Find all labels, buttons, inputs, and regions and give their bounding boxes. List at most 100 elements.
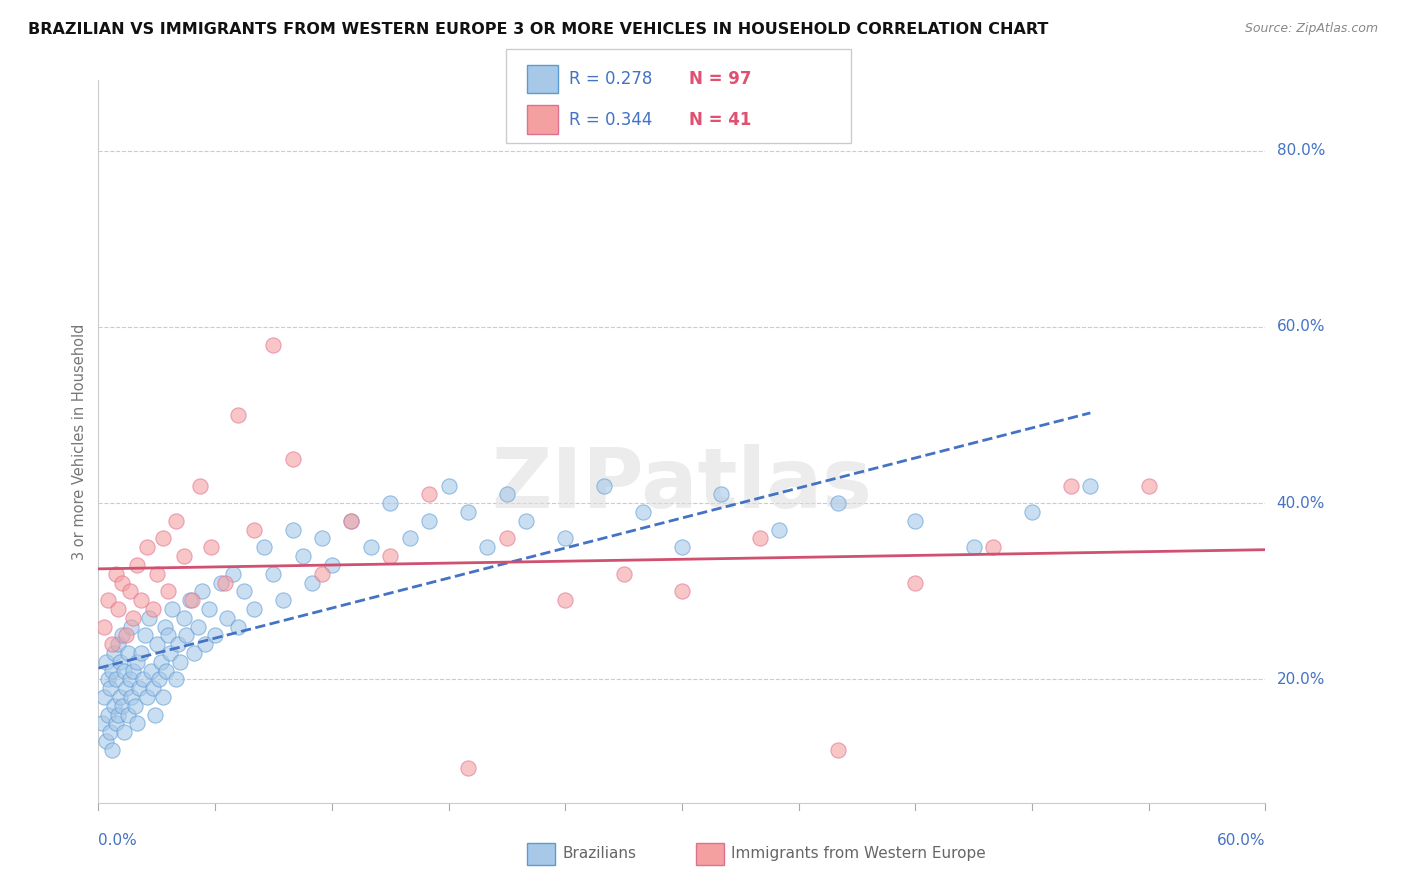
Point bbox=[215, 611, 238, 625]
Point bbox=[198, 602, 221, 616]
Point bbox=[132, 673, 155, 687]
Text: N = 41: N = 41 bbox=[689, 111, 751, 128]
Point bbox=[554, 593, 576, 607]
Point bbox=[138, 611, 160, 625]
Point bbox=[262, 337, 284, 351]
Point bbox=[104, 716, 127, 731]
Point bbox=[129, 593, 152, 607]
Point bbox=[122, 611, 145, 625]
Text: 60.0%: 60.0% bbox=[1277, 319, 1324, 334]
Point bbox=[631, 505, 654, 519]
Point bbox=[146, 637, 169, 651]
Point bbox=[194, 637, 217, 651]
Text: 20.0%: 20.0% bbox=[1277, 672, 1324, 687]
Point bbox=[93, 619, 115, 633]
Point bbox=[159, 646, 181, 660]
Point bbox=[111, 698, 134, 713]
Point bbox=[118, 673, 141, 687]
Y-axis label: 3 or more Vehicles in Household: 3 or more Vehicles in Household bbox=[72, 324, 87, 559]
Point bbox=[117, 707, 139, 722]
Point bbox=[112, 664, 135, 678]
Point bbox=[142, 602, 165, 616]
Text: R = 0.278: R = 0.278 bbox=[569, 70, 652, 88]
Point bbox=[1080, 478, 1102, 492]
Point bbox=[157, 584, 180, 599]
Point bbox=[209, 575, 232, 590]
Point bbox=[107, 602, 129, 616]
Point bbox=[117, 646, 139, 660]
Point bbox=[311, 532, 333, 546]
Point bbox=[710, 487, 733, 501]
Point bbox=[165, 514, 187, 528]
Point bbox=[149, 655, 172, 669]
Point bbox=[457, 760, 479, 774]
Text: 60.0%: 60.0% bbox=[1218, 833, 1265, 848]
Point bbox=[139, 664, 162, 678]
Point bbox=[108, 655, 131, 669]
Point bbox=[671, 541, 693, 555]
Point bbox=[122, 664, 145, 678]
Point bbox=[121, 619, 143, 633]
Text: Immigrants from Western Europe: Immigrants from Western Europe bbox=[731, 847, 986, 861]
Point bbox=[1021, 505, 1043, 519]
Point bbox=[152, 690, 174, 704]
Point bbox=[96, 655, 118, 669]
Point bbox=[173, 549, 195, 563]
Point bbox=[121, 690, 143, 704]
Text: 0.0%: 0.0% bbox=[98, 833, 138, 848]
Text: BRAZILIAN VS IMMIGRANTS FROM WESTERN EUROPE 3 OR MORE VEHICLES IN HOUSEHOLD CORR: BRAZILIAN VS IMMIGRANTS FROM WESTERN EUR… bbox=[28, 22, 1049, 37]
Point bbox=[134, 628, 156, 642]
Point bbox=[157, 628, 180, 642]
Point bbox=[127, 716, 149, 731]
Point bbox=[380, 549, 402, 563]
Point bbox=[180, 593, 202, 607]
Text: N = 97: N = 97 bbox=[689, 70, 751, 88]
Point bbox=[768, 523, 790, 537]
Point bbox=[613, 566, 636, 581]
Point bbox=[311, 566, 333, 581]
Point bbox=[97, 707, 120, 722]
Point bbox=[301, 575, 323, 590]
Point bbox=[136, 690, 159, 704]
Point bbox=[496, 487, 519, 501]
Point bbox=[962, 541, 984, 555]
Text: ZIPatlas: ZIPatlas bbox=[492, 444, 872, 525]
Point bbox=[101, 664, 124, 678]
Point bbox=[477, 541, 499, 555]
Point bbox=[291, 549, 314, 563]
Point bbox=[97, 593, 120, 607]
Point bbox=[91, 716, 114, 731]
Point bbox=[103, 698, 125, 713]
Point bbox=[104, 566, 127, 581]
Point bbox=[104, 673, 127, 687]
Point bbox=[200, 541, 222, 555]
Point bbox=[228, 619, 250, 633]
Point bbox=[360, 541, 382, 555]
Point bbox=[165, 673, 187, 687]
Point bbox=[281, 523, 304, 537]
Point bbox=[118, 584, 141, 599]
Point bbox=[321, 558, 343, 572]
Point bbox=[152, 532, 174, 546]
Point bbox=[174, 628, 197, 642]
Point bbox=[111, 575, 134, 590]
Point bbox=[253, 541, 276, 555]
Point bbox=[169, 655, 191, 669]
Point bbox=[128, 681, 150, 696]
Point bbox=[262, 566, 284, 581]
Point bbox=[103, 646, 125, 660]
Point bbox=[496, 532, 519, 546]
Point bbox=[1060, 478, 1083, 492]
Point bbox=[179, 593, 201, 607]
Point bbox=[340, 514, 363, 528]
Point bbox=[146, 566, 169, 581]
Point bbox=[148, 673, 170, 687]
Point bbox=[96, 734, 118, 748]
Point bbox=[114, 628, 136, 642]
Point bbox=[98, 725, 121, 739]
Point bbox=[904, 575, 927, 590]
Point bbox=[340, 514, 363, 528]
Text: 40.0%: 40.0% bbox=[1277, 496, 1324, 511]
Point bbox=[398, 532, 420, 546]
Point bbox=[129, 646, 152, 660]
